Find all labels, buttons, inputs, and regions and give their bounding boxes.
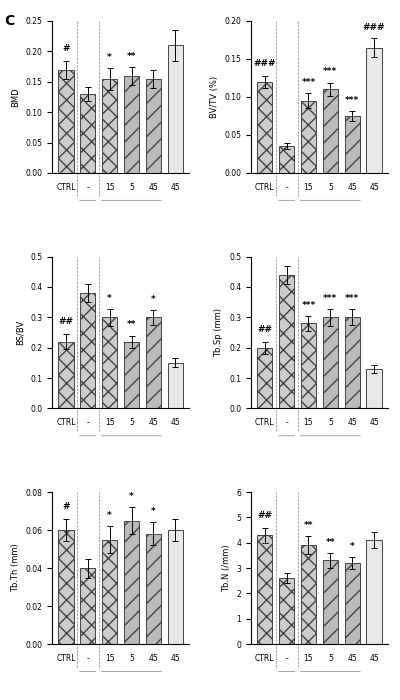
Text: ##: ## (58, 317, 73, 326)
Text: ***: *** (345, 294, 359, 303)
Text: #: # (62, 44, 70, 53)
Bar (279, 275, 294, 409)
Bar (102, 317, 117, 409)
Text: *: * (107, 294, 112, 302)
Bar (146, 317, 161, 409)
Bar (301, 323, 316, 409)
Bar (366, 369, 382, 409)
Text: ##: ## (257, 511, 272, 520)
Bar (102, 540, 117, 644)
Text: *: * (107, 511, 112, 520)
Text: **: ** (127, 52, 136, 60)
Bar (344, 116, 360, 173)
Text: ***: *** (345, 97, 359, 105)
Bar (301, 545, 316, 644)
Bar (146, 78, 161, 173)
Bar (344, 563, 360, 644)
Y-axis label: BS/BV: BS/BV (16, 320, 24, 345)
Bar (124, 521, 139, 644)
Bar (146, 534, 161, 644)
Text: **: ** (304, 522, 313, 531)
Bar (323, 317, 338, 409)
Bar (279, 146, 294, 173)
Text: *: * (107, 52, 112, 62)
Text: *: * (151, 508, 156, 517)
Bar (168, 46, 183, 173)
Bar (344, 317, 360, 409)
Bar (323, 90, 338, 173)
Bar (80, 293, 96, 409)
Text: *: * (129, 492, 134, 501)
Bar (168, 530, 183, 644)
Bar (80, 568, 96, 644)
Bar (366, 540, 382, 644)
Text: ***: *** (301, 78, 316, 87)
Y-axis label: Tb.Sp (mm): Tb.Sp (mm) (214, 308, 224, 357)
Y-axis label: Tb.N (/mm): Tb.N (/mm) (222, 544, 231, 592)
Bar (279, 578, 294, 644)
Text: **: ** (127, 321, 136, 330)
Text: ***: *** (301, 301, 316, 309)
Text: *: * (151, 295, 156, 304)
Text: C: C (4, 14, 14, 28)
Bar (323, 561, 338, 644)
Bar (257, 82, 272, 173)
Text: ###: ### (363, 23, 385, 32)
Text: ##: ## (257, 325, 272, 334)
Text: ***: *** (323, 67, 338, 76)
Y-axis label: BV/TV (%): BV/TV (%) (210, 76, 218, 118)
Bar (102, 78, 117, 173)
Bar (124, 342, 139, 409)
Bar (124, 76, 139, 173)
Bar (257, 535, 272, 644)
Bar (80, 94, 96, 173)
Text: *: * (350, 542, 355, 551)
Y-axis label: Tb.Th (mm): Tb.Th (mm) (11, 544, 20, 592)
Bar (257, 348, 272, 409)
Text: ###: ### (254, 59, 276, 68)
Text: **: ** (326, 538, 335, 547)
Bar (58, 530, 74, 644)
Bar (366, 48, 382, 173)
Text: #: # (62, 502, 70, 511)
Text: ***: *** (323, 294, 338, 302)
Y-axis label: BMD: BMD (11, 88, 20, 107)
Bar (301, 101, 316, 173)
Bar (58, 342, 74, 409)
Bar (58, 69, 74, 173)
Bar (168, 363, 183, 409)
